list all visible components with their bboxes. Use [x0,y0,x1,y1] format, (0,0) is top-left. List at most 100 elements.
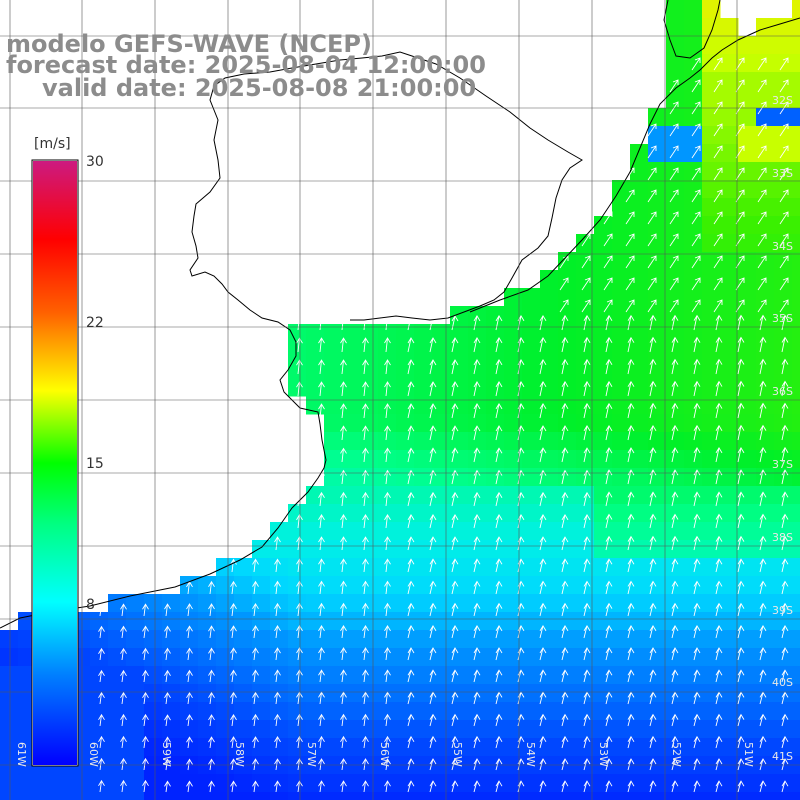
field-cell [378,360,397,379]
wind-arrow [340,558,347,573]
field-cell [702,234,721,253]
wind-arrow [186,625,193,639]
field-cell [306,774,325,793]
field-cell [720,396,739,415]
field-cell [432,720,451,739]
wind-arrow [473,381,481,397]
field-cell [612,612,631,631]
wind-arrow [362,691,369,705]
field-cell [342,450,361,469]
wind-arrow [603,277,613,291]
wind-arrow [362,624,369,639]
wind-arrow [627,647,635,661]
wind-arrow [473,713,481,727]
wind-arrow [384,647,391,661]
wind-arrow [274,758,281,771]
field-cell [684,324,703,343]
field-cell [648,738,667,757]
wind-arrow [649,336,657,353]
wind-arrow [384,780,391,793]
wind-arrow [252,736,259,749]
wind-arrow [473,514,481,529]
wind-arrow [407,758,415,771]
wind-arrow [715,447,723,463]
wind-arrow [340,758,347,771]
wind-arrow [693,336,701,353]
wind-arrow [781,669,789,683]
field-cell [792,594,800,613]
field-cell [360,360,379,379]
wind-arrow [539,735,547,749]
field-cell [378,540,397,559]
field-cell [540,486,559,505]
field-cell [270,540,289,559]
field-cell [612,342,631,361]
field-cell [126,630,145,649]
wind-arrow [737,780,745,793]
wind-arrow [384,337,391,353]
field-cell [558,558,577,577]
field-cell [504,540,523,559]
wind-arrow [120,603,127,617]
wind-arrow [671,624,679,639]
field-cell [108,630,127,649]
field-cell [702,702,721,721]
wind-arrow [362,491,369,507]
wind-arrow [583,402,591,419]
wind-arrow [559,299,569,313]
field-cell [684,720,703,739]
wind-arrow [318,669,325,683]
field-cell [450,396,469,415]
field-cell [360,324,379,343]
field-cell [324,612,343,631]
field-cell [666,90,685,109]
field-cell [648,522,667,541]
field-cell [792,396,800,415]
wind-arrow [230,758,237,771]
longitude-label: 55W [451,742,464,767]
field-cell [522,486,541,505]
field-cell [648,594,667,613]
wind-arrow [340,647,347,661]
field-cell [468,774,487,793]
wind-arrow [671,447,679,463]
wind-arrow [757,255,767,269]
field-cell [720,72,739,91]
field-cell [432,684,451,703]
field-cell [504,432,523,451]
field-cell [756,144,775,163]
wind-arrow [779,123,789,137]
wind-arrow [671,358,679,375]
field-cell [594,630,613,649]
field-cell [720,18,739,37]
field-cell [792,198,800,217]
wind-arrow [757,277,767,291]
wind-arrow [759,314,767,331]
field-cell [576,504,595,523]
wind-arrow [605,713,613,727]
field-cell [612,360,631,379]
field-cell [504,306,523,325]
field-cell [612,792,631,800]
field-cell [774,342,793,361]
field-cell [342,630,361,649]
field-cell [612,180,631,199]
wind-arrow [713,299,723,313]
wind-arrow [539,669,547,683]
field-cell [558,486,577,505]
wind-arrow [625,211,635,225]
field-cell [630,180,649,199]
field-cell [468,396,487,415]
field-cell [666,54,685,73]
wind-arrow [649,424,657,441]
field-cell [396,738,415,757]
wind-arrow [735,79,745,93]
longitude-label: 59W [160,742,173,767]
field-cell [612,234,631,253]
field-cell [738,360,757,379]
field-cell [558,738,577,757]
wind-arrow [691,255,701,269]
field-cell [306,738,325,757]
field-cell [414,378,433,397]
field-cell [558,792,577,800]
